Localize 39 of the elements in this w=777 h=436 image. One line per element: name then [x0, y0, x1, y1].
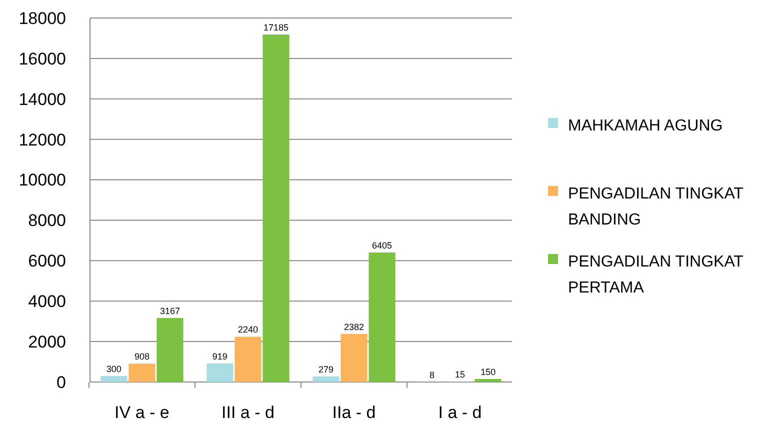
y-tick-label: 16000	[18, 49, 66, 68]
bar	[234, 336, 262, 382]
x-tick-label: IIa - d	[332, 403, 376, 422]
y-tick-label: 10000	[18, 170, 66, 190]
x-tick-label: III a - d	[222, 403, 274, 422]
x-tick-label: IV a - e	[114, 403, 170, 422]
bar	[340, 334, 368, 382]
data-label: 279	[318, 364, 334, 374]
data-label: 15	[455, 370, 466, 380]
y-tick-label: 0	[56, 372, 66, 392]
y-tick-label: 12000	[18, 130, 66, 150]
data-label: 150	[480, 366, 496, 377]
bar	[128, 364, 156, 382]
data-label: 8	[430, 370, 435, 380]
legend-label: MAHKAMAH AGUNG	[568, 118, 723, 135]
y-tick-label: 8000	[28, 211, 66, 230]
data-label: 919	[212, 351, 228, 362]
y-tick-label: 2000	[28, 332, 66, 352]
legend-label: PENGADILAN TINGKAT BANDING	[568, 186, 744, 229]
bar	[368, 252, 396, 382]
x-tick-label: I a - d	[438, 403, 482, 422]
y-tick-label: 6000	[28, 252, 66, 271]
data-label: 3167	[160, 306, 180, 316]
bar	[312, 376, 340, 382]
bar	[156, 318, 184, 382]
legend-label: PENGADILAN TINGKAT PERTAMA	[568, 254, 744, 297]
data-label: 2382	[344, 322, 364, 332]
bar	[474, 378, 502, 382]
y-tick-label: 14000	[18, 90, 66, 109]
bar	[100, 376, 128, 382]
data-label: 17185	[264, 22, 289, 32]
data-label: 6405	[372, 240, 392, 250]
data-label: 300	[106, 364, 122, 374]
bar	[262, 34, 290, 382]
y-tick-label: 18000	[18, 8, 66, 28]
data-label: 2240	[238, 324, 258, 335]
data-label: 908	[134, 352, 150, 362]
bar	[206, 363, 234, 382]
y-tick-label: 4000	[28, 292, 66, 312]
